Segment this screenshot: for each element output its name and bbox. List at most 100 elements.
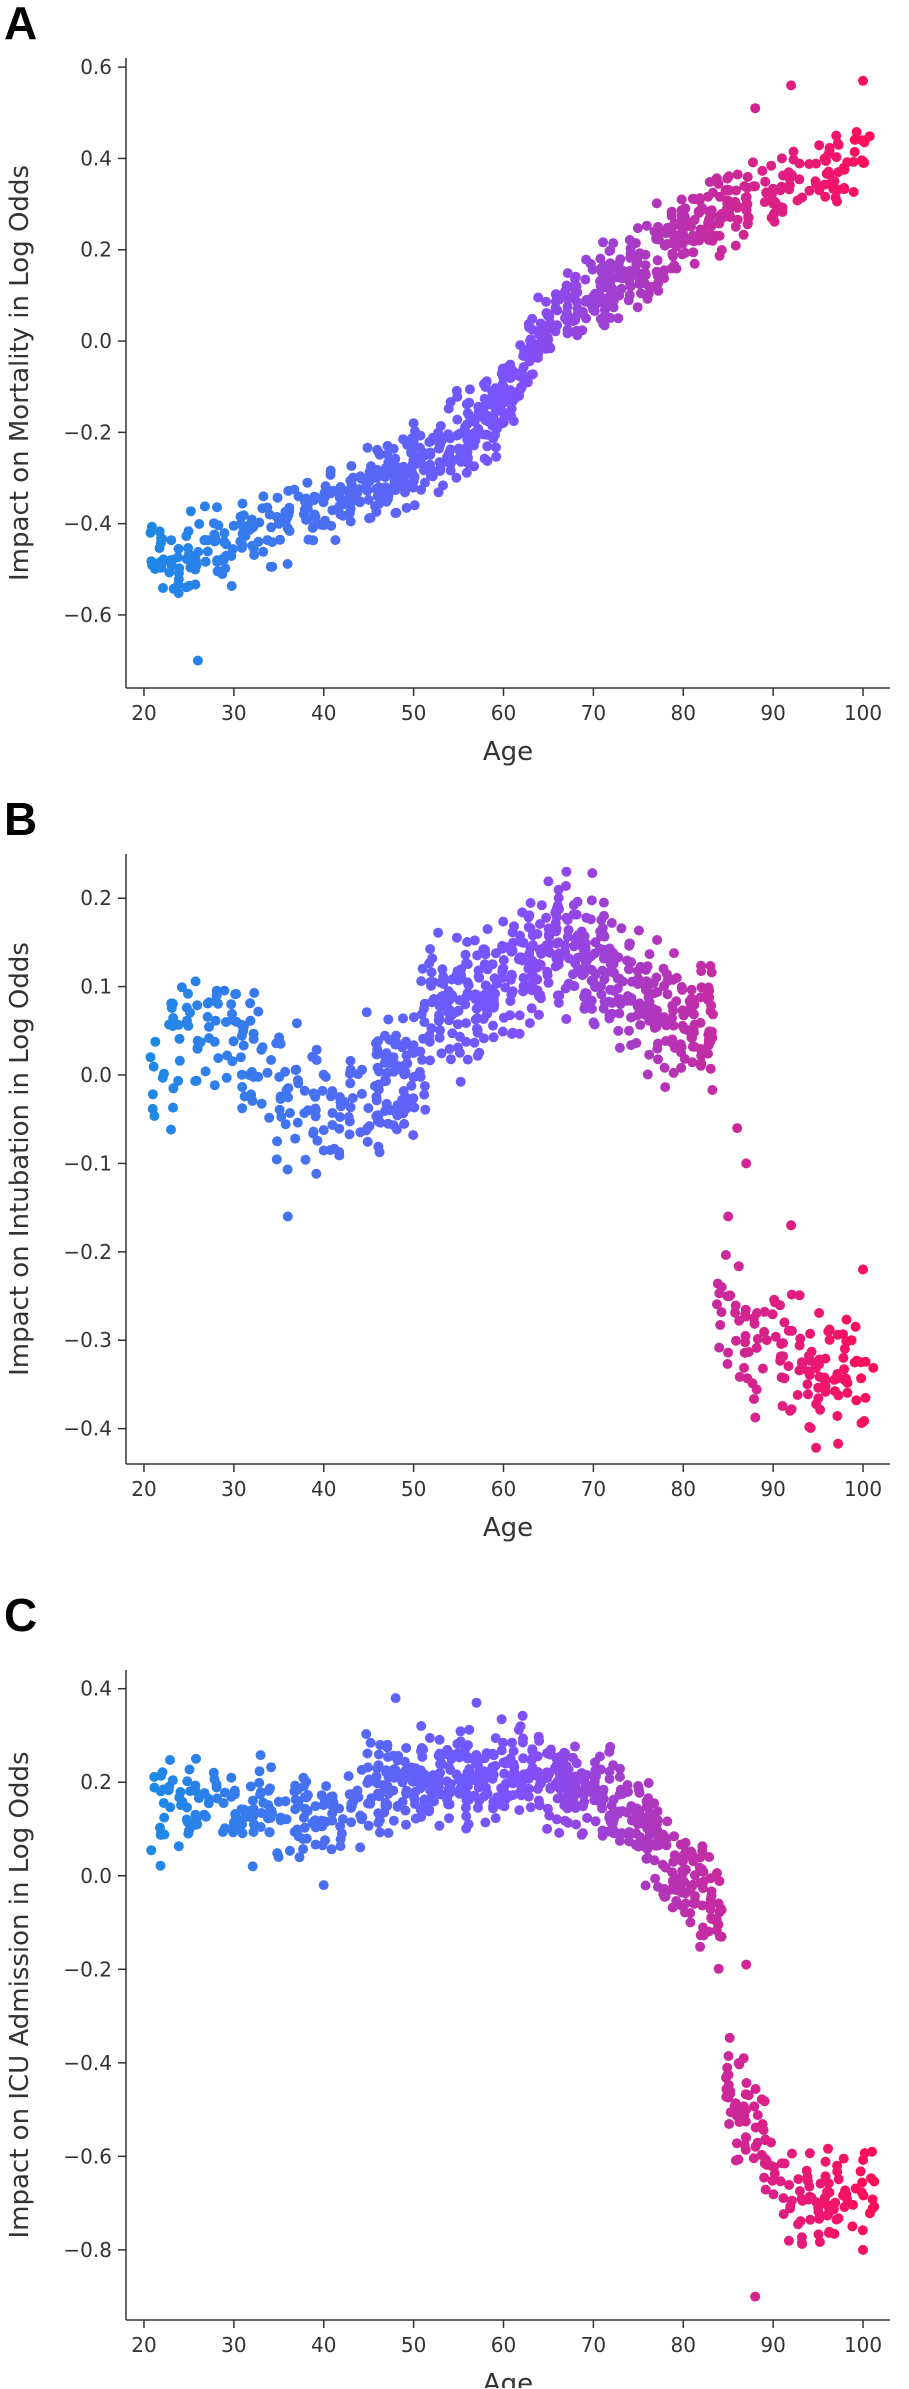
scatter-point [158,583,168,593]
scatter-point [766,189,777,200]
scatter-point [597,922,608,933]
scatter-point [356,1814,367,1825]
scatter-point [318,1880,329,1891]
scatter-point [301,1833,312,1844]
scatter-point [317,1085,328,1096]
scatter-point [416,1009,427,1020]
scatter-point [307,1818,318,1828]
scatter-point [409,1071,420,1082]
scatter-point [552,1754,563,1765]
scatter-point [687,1041,698,1052]
scatter-point [562,328,573,339]
scatter-point [776,1372,787,1383]
scatter-point [334,501,345,512]
x-tick-label: 70 [581,1477,606,1501]
scatter-point [300,1154,311,1165]
scatter-point [362,1762,373,1773]
scatter-point [779,2158,790,2169]
scatter-point [428,977,439,988]
scatter-point [741,1959,752,1970]
scatter-point [445,1054,456,1065]
scatter-point [668,1020,679,1031]
scatter-point [237,498,248,509]
scatter-point [444,1044,455,1054]
scatter-point [784,2180,795,2190]
scatter-point [182,1817,193,1827]
scatter-point [703,1926,714,1937]
scatter-point [535,993,546,1004]
scatter-point [266,1762,277,1773]
scatter-point [651,1005,662,1016]
scatter-point [461,1036,472,1047]
scatter-point [804,185,815,196]
scatter-point [689,1898,700,1909]
scatter-point [653,1054,663,1065]
scatter-point [750,1412,761,1423]
scatter-point [677,984,688,995]
scatter-point [541,296,552,307]
scatter-point [426,1023,437,1034]
scatter-point [362,1136,373,1147]
scatter-point [532,1751,543,1762]
scatter-point [635,1020,646,1030]
scatter-point [833,2174,844,2185]
scatter-point [612,983,623,994]
scatter-point [461,467,472,478]
scatter-point [855,2166,866,2177]
scatter-point [704,1026,715,1037]
scatter-point [831,130,842,141]
scatter-point [671,232,682,243]
scatter-point [444,1015,455,1026]
scatter-point [363,1820,374,1831]
scatter-point [390,453,401,464]
scatter-point [390,1693,401,1704]
scatter-point [253,1006,264,1017]
scatter-point [525,898,536,908]
scatter-point [346,1803,356,1813]
scatter-point [382,449,393,460]
scatter-point [842,1387,853,1398]
scatter-point [543,309,554,319]
scatter-point [541,325,552,336]
scatter-point [652,1043,663,1054]
scatter-point [550,296,561,307]
scatter-point [856,1418,867,1429]
scatter-point [642,984,653,995]
scatter-point [289,1786,300,1797]
scatter-point [505,359,516,370]
scatter-point [515,1721,526,1732]
scatter-point [284,506,295,517]
scatter-point [366,1775,377,1786]
y-axis-label: Impact on ICU Admission in Log Odds [5,1752,35,2239]
scatter-point [463,980,474,991]
scatter-point [531,1770,542,1781]
scatter-point [374,1815,385,1826]
scatter-point [507,970,517,981]
scatter-point [598,237,608,248]
scatter-point [742,199,753,210]
scatter-point [316,1790,327,1801]
scatter-point [469,461,480,472]
scatter-point [838,1329,848,1340]
scatter-point [438,971,449,982]
scatter-point [363,1103,374,1114]
scatter-point [722,1359,733,1369]
x-tick-label: 20 [131,1477,156,1501]
scatter-point [550,326,561,337]
scatter-point [327,1815,338,1826]
scatter-point [644,1049,655,1060]
scatter-point [866,2173,877,2184]
scatter-point [426,435,437,446]
scatter-point [182,553,193,564]
scatter-point [294,1852,305,1863]
scatter-point [669,260,680,271]
scatter-point [334,1092,345,1102]
scatter-point [515,930,525,941]
scatter-point [272,1848,283,1859]
scatter-point [480,1817,491,1828]
scatter-point [401,1036,411,1047]
scatter-point [345,1078,356,1089]
scatter-point [642,1069,653,1080]
scatter-point [811,1442,822,1453]
scatter-point [857,2177,868,2188]
